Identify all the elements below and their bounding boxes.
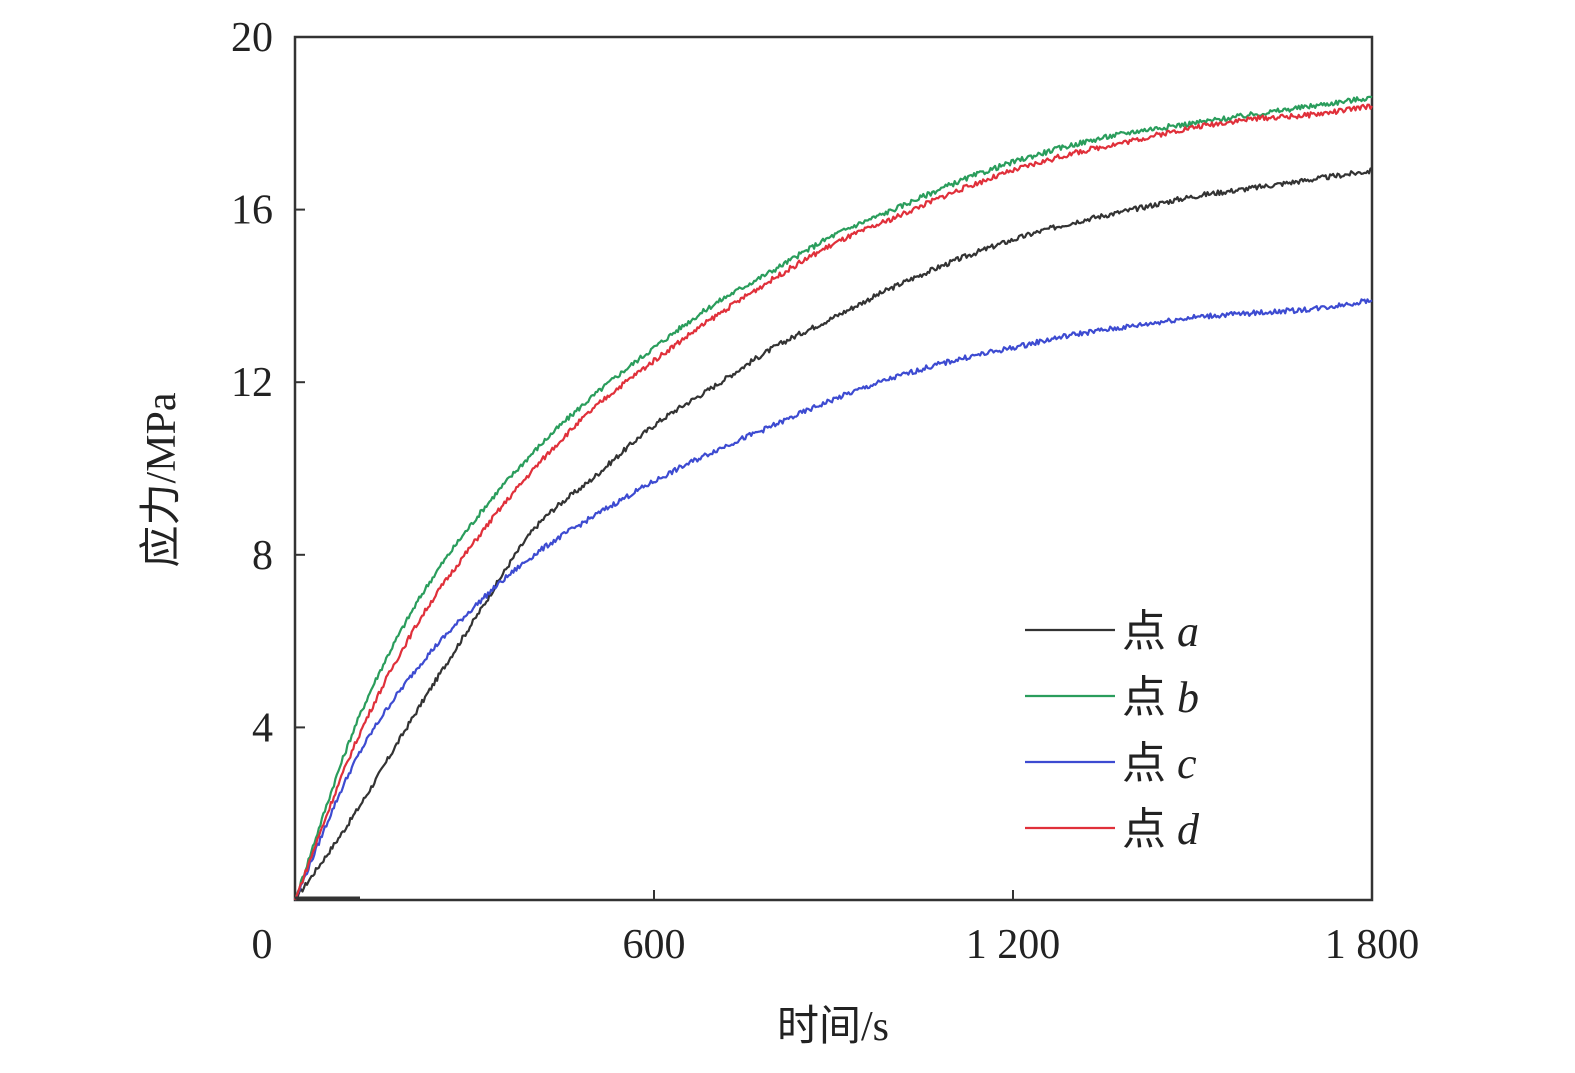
y-tick-label: 16 bbox=[231, 188, 273, 234]
y-tick-label: 20 bbox=[231, 15, 273, 61]
series-lines bbox=[293, 95, 1373, 901]
legend-label: 点 a bbox=[1122, 607, 1199, 656]
y-tick-label: 4 bbox=[252, 705, 273, 751]
plot-area-frame bbox=[293, 35, 1374, 902]
legend-label: 点 c bbox=[1122, 739, 1197, 788]
series-line bbox=[293, 103, 1373, 901]
x-tick-label: 1 200 bbox=[966, 922, 1061, 968]
y-axis-title: 应力/MPa bbox=[138, 392, 185, 567]
series-line bbox=[294, 167, 1373, 901]
series-line bbox=[293, 298, 1373, 901]
axis-ticks: 0 600 1 200 1 800 4 8 12 16 20 bbox=[231, 15, 1419, 968]
legend-label: 点 d bbox=[1122, 805, 1200, 854]
x-tick-label: 600 bbox=[623, 922, 686, 968]
legend-label: 点 b bbox=[1122, 673, 1199, 722]
y-tick-label: 12 bbox=[231, 360, 273, 406]
x-tick-label: 0 bbox=[252, 922, 273, 968]
x-tick-label: 1 800 bbox=[1325, 922, 1420, 968]
y-tick-label: 8 bbox=[252, 533, 273, 579]
legend: 点 a 点 b 点 c 点 d bbox=[1025, 607, 1200, 854]
x-axis-title: 时间/s bbox=[777, 1004, 889, 1050]
series-line bbox=[293, 95, 1373, 901]
